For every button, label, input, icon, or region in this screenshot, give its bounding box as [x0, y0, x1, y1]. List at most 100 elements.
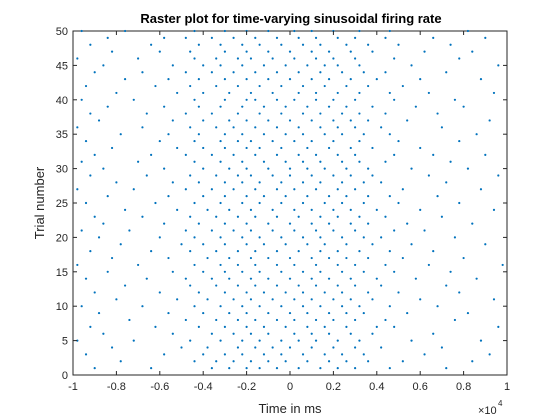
spike-point	[245, 98, 248, 101]
spike-point	[332, 318, 335, 322]
spike-point	[301, 112, 305, 115]
spike-point	[314, 339, 318, 342]
spike-point	[497, 325, 500, 328]
spike-point	[297, 339, 300, 342]
spike-point	[241, 201, 244, 205]
spike-point	[427, 263, 430, 267]
spike-point	[258, 43, 261, 46]
spike-point	[267, 119, 270, 122]
spike-point	[180, 243, 183, 246]
spike-point	[436, 305, 439, 308]
spike-point	[258, 367, 261, 370]
spike-point	[202, 91, 205, 95]
spike-point	[232, 71, 235, 74]
spike-point	[262, 64, 266, 67]
spike-point	[167, 78, 170, 81]
spike-point	[271, 139, 274, 143]
spike-point	[436, 112, 439, 115]
spike-point	[301, 43, 305, 46]
spike-point	[288, 346, 292, 349]
spike-point	[258, 305, 261, 308]
spike-point	[84, 277, 88, 280]
spike-point	[345, 43, 348, 46]
spike-point	[358, 139, 361, 143]
spike-point	[137, 263, 140, 267]
spike-point	[228, 256, 231, 260]
spike-point	[258, 270, 261, 273]
spike-point	[202, 167, 205, 170]
spike-point	[297, 215, 300, 218]
spike-point	[323, 133, 326, 136]
spike-point	[80, 98, 83, 101]
spike-point	[80, 160, 83, 163]
spike-point	[432, 250, 435, 253]
spike-point	[258, 146, 261, 150]
spike-point	[466, 29, 470, 33]
spike-point	[249, 256, 253, 260]
spike-point	[93, 367, 96, 370]
spike-point	[319, 126, 322, 129]
spike-point	[362, 133, 365, 136]
spike-point	[354, 98, 357, 101]
spike-point	[189, 50, 192, 53]
spike-point	[245, 195, 248, 198]
spike-point	[310, 78, 313, 81]
spike-point	[371, 174, 374, 177]
spike-point	[176, 91, 179, 95]
spike-point	[280, 236, 283, 239]
spike-point	[123, 29, 127, 33]
spike-point	[249, 208, 253, 211]
spike-point	[132, 98, 135, 101]
spike-point	[202, 353, 205, 356]
spike-point	[219, 64, 222, 67]
spike-point	[349, 146, 352, 150]
spike-point	[110, 146, 114, 150]
spike-point	[319, 305, 322, 308]
spike-point	[210, 332, 213, 335]
spike-point	[232, 153, 235, 156]
spike-point	[349, 332, 352, 335]
chart-title: Raster plot for time-varying sinusoidal …	[140, 11, 441, 26]
spike-point	[223, 195, 226, 198]
spike-point	[401, 188, 404, 191]
spike-point	[479, 339, 483, 342]
spike-point	[245, 367, 248, 370]
spike-point	[310, 298, 313, 301]
spike-point	[336, 250, 339, 253]
spike-point	[106, 105, 109, 108]
spike-point	[115, 181, 118, 184]
spike-point	[241, 236, 244, 239]
spike-point	[479, 188, 483, 191]
spike-point	[236, 263, 240, 267]
spike-point	[314, 284, 318, 287]
spike-point	[119, 133, 122, 136]
spike-point	[210, 36, 213, 39]
spike-point	[219, 339, 222, 342]
spike-point	[375, 208, 378, 211]
spike-point	[297, 367, 300, 370]
spike-point	[267, 50, 270, 53]
spike-point	[89, 250, 92, 253]
spike-point	[358, 64, 361, 67]
spike-point	[393, 57, 396, 60]
spike-point	[241, 181, 244, 184]
spike-point	[206, 298, 209, 301]
spike-point	[89, 43, 92, 46]
spike-point	[306, 311, 309, 315]
spike-point	[245, 243, 248, 246]
spike-point	[171, 119, 174, 122]
spike-point	[310, 174, 313, 177]
spike-point	[254, 98, 257, 101]
spike-point	[310, 29, 313, 33]
spike-point	[241, 133, 244, 136]
spike-point	[327, 222, 331, 225]
spike-point	[193, 139, 196, 143]
spike-point	[232, 332, 235, 335]
spike-point	[275, 263, 279, 267]
spike-point	[249, 360, 253, 363]
spike-point	[89, 325, 92, 328]
spike-point	[215, 126, 218, 129]
x-tick-label: -0.4	[194, 381, 213, 393]
spike-point	[262, 133, 266, 136]
spike-point	[132, 188, 135, 191]
